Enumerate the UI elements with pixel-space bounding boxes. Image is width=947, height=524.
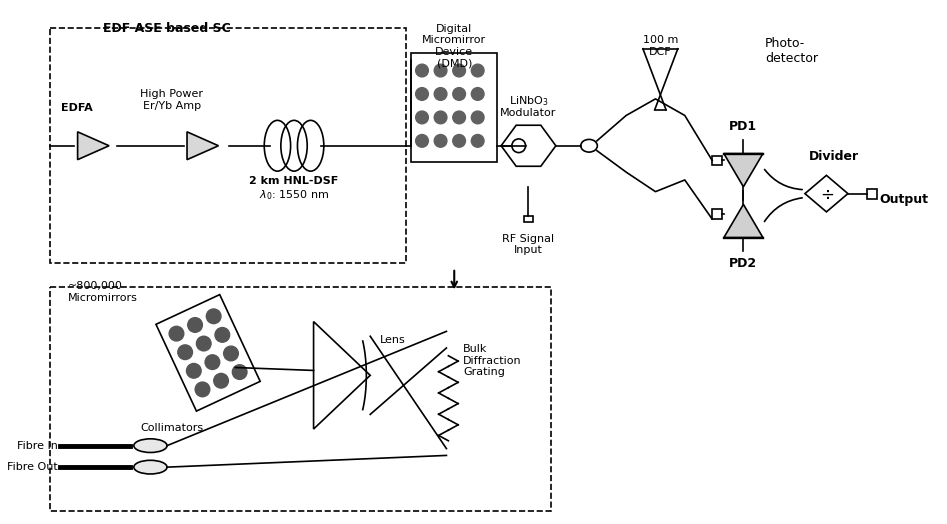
Circle shape [435, 88, 447, 100]
Circle shape [416, 111, 428, 124]
Text: $\lambda_0$: 1550 nm: $\lambda_0$: 1550 nm [259, 189, 330, 202]
Bar [411, 53, 497, 162]
Text: $\div$: $\div$ [820, 184, 834, 203]
Ellipse shape [134, 439, 167, 453]
Text: Digital
Micromirror
Device
(DMD): Digital Micromirror Device (DMD) [422, 24, 487, 69]
Circle shape [472, 111, 484, 124]
Text: High Power
Er/Yb Amp: High Power Er/Yb Amp [140, 89, 204, 111]
Text: Fibre Out: Fibre Out [7, 462, 58, 472]
Bar [712, 156, 722, 165]
Text: Photo-
detector: Photo- detector [765, 37, 818, 66]
Circle shape [223, 346, 239, 361]
Text: Fibre In: Fibre In [17, 441, 58, 451]
Text: ~800,000
Micromirrors: ~800,000 Micromirrors [67, 281, 137, 303]
Circle shape [187, 364, 201, 378]
Circle shape [416, 88, 428, 100]
Polygon shape [156, 294, 260, 411]
Text: Bulk
Diffraction
Grating: Bulk Diffraction Grating [463, 344, 522, 377]
Circle shape [170, 326, 184, 341]
Polygon shape [724, 154, 763, 187]
Circle shape [472, 135, 484, 147]
Ellipse shape [134, 460, 167, 474]
Text: EDFA: EDFA [62, 103, 93, 113]
Text: PD2: PD2 [729, 257, 758, 270]
Polygon shape [313, 322, 370, 429]
Text: 100 m
DCF: 100 m DCF [643, 35, 678, 57]
Text: Divider: Divider [809, 150, 859, 163]
Bar [524, 216, 533, 222]
Circle shape [188, 318, 203, 332]
Text: Modulator: Modulator [500, 108, 557, 118]
Polygon shape [187, 132, 219, 160]
Circle shape [416, 135, 428, 147]
Text: EDF ASE based SC: EDF ASE based SC [103, 23, 231, 35]
Polygon shape [501, 125, 556, 166]
Polygon shape [805, 176, 848, 212]
Circle shape [472, 88, 484, 100]
Circle shape [453, 64, 466, 77]
Bar [712, 209, 722, 219]
Circle shape [453, 88, 466, 100]
Text: LiNbO$_3$: LiNbO$_3$ [509, 94, 548, 107]
Polygon shape [724, 204, 763, 237]
Circle shape [453, 111, 466, 124]
Text: Lens: Lens [380, 335, 405, 345]
Circle shape [214, 374, 228, 388]
Circle shape [178, 345, 192, 359]
Text: Output: Output [879, 193, 928, 206]
Text: PD1: PD1 [729, 120, 758, 133]
Text: 2 km HNL-DSF: 2 km HNL-DSF [249, 176, 339, 186]
Bar [867, 189, 877, 199]
Circle shape [205, 355, 220, 369]
Circle shape [416, 64, 428, 77]
Circle shape [196, 336, 211, 351]
Circle shape [195, 382, 210, 397]
Text: RF Signal
Input: RF Signal Input [503, 234, 555, 255]
Circle shape [453, 135, 466, 147]
Polygon shape [78, 132, 109, 160]
Circle shape [435, 135, 447, 147]
Circle shape [232, 365, 247, 379]
Circle shape [435, 111, 447, 124]
Circle shape [435, 64, 447, 77]
Circle shape [472, 64, 484, 77]
Circle shape [215, 328, 230, 342]
Circle shape [206, 309, 221, 324]
Text: Collimators: Collimators [140, 423, 204, 433]
